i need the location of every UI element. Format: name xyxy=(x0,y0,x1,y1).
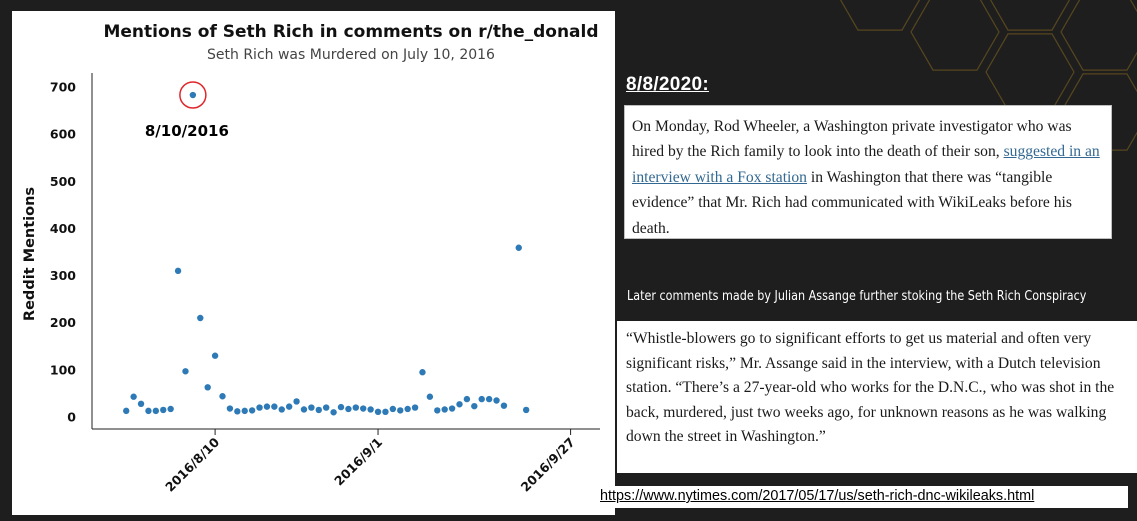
data-point xyxy=(419,369,426,376)
data-point xyxy=(315,406,322,414)
data-points xyxy=(123,91,530,416)
data-point xyxy=(493,397,500,404)
data-point xyxy=(330,409,337,416)
data-point xyxy=(471,402,478,410)
data-point xyxy=(256,404,263,411)
y-tick-label: 300 xyxy=(50,268,76,283)
source-url-link[interactable]: https://www.nytimes.com/2017/05/17/us/se… xyxy=(598,486,1128,508)
highlight-circle xyxy=(179,81,207,109)
hexagon-shape xyxy=(989,0,1071,31)
data-point xyxy=(352,404,360,411)
quote-wheeler: On Monday, Rod Wheeler, a Washington pri… xyxy=(624,105,1112,239)
scatter-chart: Mentions of Seth Rich in comments on r/t… xyxy=(22,22,600,495)
x-tick-label: 2016/9/1 xyxy=(331,435,385,489)
data-point xyxy=(248,407,256,414)
data-point xyxy=(367,406,374,413)
y-axis-label: Reddit Mentions xyxy=(22,187,38,321)
data-point xyxy=(522,406,530,414)
hexagon-shape xyxy=(839,0,921,31)
data-point xyxy=(500,402,508,409)
y-tick-label: 100 xyxy=(50,362,76,377)
data-point xyxy=(271,403,278,410)
data-point xyxy=(130,393,137,400)
data-point xyxy=(389,405,397,413)
y-tick-label: 500 xyxy=(50,174,76,189)
data-point xyxy=(137,400,145,407)
data-point xyxy=(167,405,174,413)
data-point xyxy=(397,407,404,414)
data-point xyxy=(278,406,285,413)
y-tick-label: 400 xyxy=(50,221,76,236)
data-point xyxy=(197,314,204,322)
data-point xyxy=(174,267,182,275)
x-tick-label: 2016/9/27 xyxy=(518,435,578,495)
quote-assange: “Whistle-blowers go to significant effor… xyxy=(617,321,1137,473)
quote-wheeler-text-start: On Monday, Rod Wheeler, a Washington pri… xyxy=(632,118,1072,161)
data-point xyxy=(448,405,456,412)
data-point xyxy=(515,244,522,251)
data-point xyxy=(263,403,271,410)
y-tick-label: 700 xyxy=(50,80,76,95)
chart-subtitle: Seth Rich was Murdered on July 10, 2016 xyxy=(207,47,495,63)
data-point xyxy=(123,407,130,415)
date-heading: 8/8/2020: xyxy=(626,74,709,95)
data-point xyxy=(204,384,211,391)
data-point xyxy=(293,398,300,405)
data-point xyxy=(463,395,471,403)
fox-interview-link[interactable]: suggested in an interview with a Fox sta… xyxy=(632,143,1100,186)
data-point xyxy=(434,407,441,414)
data-point xyxy=(160,406,167,414)
data-point xyxy=(152,407,160,415)
data-point xyxy=(211,352,219,359)
x-tick-labels: 2016/8/10 2016/9/1 2016/9/27 xyxy=(162,429,578,495)
data-point xyxy=(441,406,448,413)
chart-title: Mentions of Seth Rich in comments on r/t… xyxy=(103,22,598,42)
data-point xyxy=(360,405,367,412)
y-tick-label: 200 xyxy=(50,315,76,330)
hexagon-shape xyxy=(985,33,1075,111)
data-point xyxy=(374,408,382,416)
y-tick-labels: 0 100 200 300 400 500 600 700 xyxy=(50,80,76,425)
data-point xyxy=(411,404,419,411)
data-point xyxy=(300,406,308,413)
data-point xyxy=(308,404,315,411)
data-point xyxy=(382,408,389,416)
data-point xyxy=(189,91,197,99)
data-point xyxy=(478,395,485,403)
data-point xyxy=(285,403,293,410)
assange-caption: Later comments made by Julian Assange fu… xyxy=(627,289,1087,304)
y-tick-label: 600 xyxy=(50,127,76,142)
data-point xyxy=(456,401,463,408)
data-point xyxy=(337,403,345,411)
data-point xyxy=(226,405,234,412)
data-point xyxy=(241,407,248,415)
data-point xyxy=(345,405,352,413)
y-tick-label: 0 xyxy=(67,410,76,425)
data-point xyxy=(234,408,241,415)
data-point xyxy=(426,393,434,400)
data-point xyxy=(485,395,493,403)
data-point xyxy=(182,368,189,375)
hexagon-shape xyxy=(1060,0,1137,71)
hexagon-shape xyxy=(910,0,1000,71)
data-point xyxy=(322,404,330,411)
highlight-annotation: 8/10/2016 xyxy=(145,122,229,140)
data-point xyxy=(404,405,411,413)
data-point xyxy=(219,393,226,400)
data-point xyxy=(145,407,152,415)
x-tick-label: 2016/8/10 xyxy=(162,434,222,494)
quote-wheeler-text-end: in Washington that there was “tangible e… xyxy=(632,168,1072,237)
chart-panel: Mentions of Seth Rich in comments on r/t… xyxy=(12,11,615,515)
